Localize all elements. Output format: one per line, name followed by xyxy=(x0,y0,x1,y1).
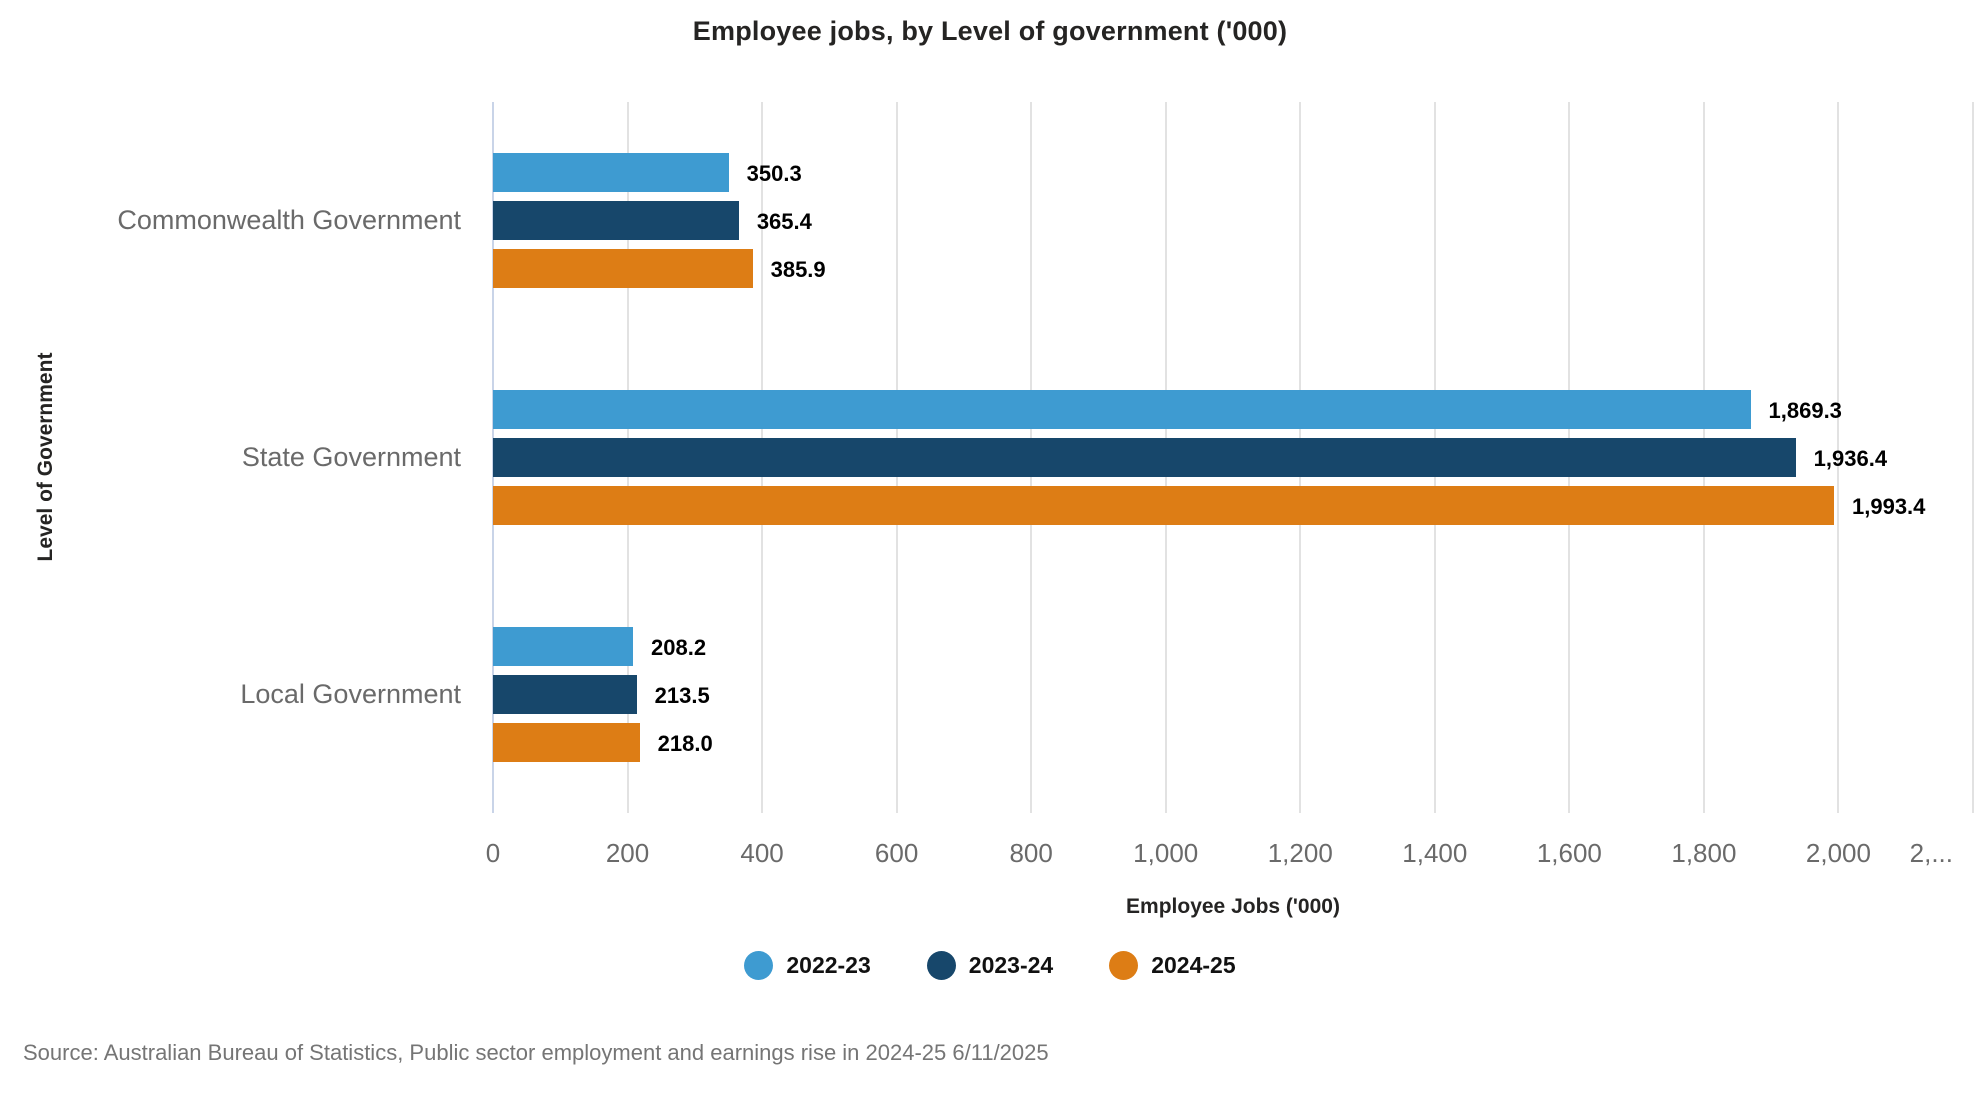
bar-2024-25-local-government[interactable] xyxy=(493,723,640,762)
x-tick-label: 1,400 xyxy=(1402,838,1468,868)
x-tick-label: 1,600 xyxy=(1536,838,1602,868)
x-axis-ticks: 0 200 400 600 800 1,000 1,200 1,400 1,600 1,800 2,… xyxy=(486,838,1973,872)
source-note: Source: Australian Bureau of Statistics,… xyxy=(23,1040,1049,1065)
x-tick-label: 1,200 xyxy=(1267,838,1333,868)
x-tick-label: 1,000 xyxy=(1133,838,1199,868)
legend-label: 2024-25 xyxy=(1151,951,1236,978)
x-tick-label: 800 xyxy=(1009,838,1053,868)
legend-item-2023-24[interactable]: 2023-24 xyxy=(926,950,1054,980)
bar-value-label: 1,993.4 xyxy=(1852,493,1926,519)
bar-2023-24-local-government[interactable] xyxy=(493,675,637,714)
legend-label: 2023-24 xyxy=(968,951,1054,978)
x-tick-label: 200 xyxy=(605,838,650,868)
category-label-state-government: State Government xyxy=(241,441,461,472)
legend-item-2022-23[interactable]: 2022-23 xyxy=(744,950,871,980)
bar-2023-24-commonwealth-government[interactable] xyxy=(493,201,739,240)
chart-title: Employee jobs, by Level of government ('… xyxy=(692,16,1288,46)
legend-swatch-circle-icon xyxy=(744,950,774,980)
bar-2023-24-state-government[interactable] xyxy=(493,438,1796,477)
bar-2022-23-state-government[interactable] xyxy=(493,390,1751,429)
bar-2024-25-commonwealth-government[interactable] xyxy=(493,249,753,288)
x-tick-label: 0 xyxy=(485,838,501,868)
legend: 2022-23 2023-24 2024-25 xyxy=(0,943,1980,987)
category-axis: Commonwealth Government State Government L… xyxy=(0,102,477,813)
x-gridline xyxy=(1972,102,1974,813)
x-tick-label: 2,... xyxy=(1909,838,1953,868)
x-gridline xyxy=(1837,102,1840,813)
bar-value-label: 1,936.4 xyxy=(1813,445,1888,471)
bar-value-label: 385.9 xyxy=(770,256,826,282)
x-tick-label: 1,800 xyxy=(1671,838,1737,868)
bar-value-label: 208.2 xyxy=(651,634,707,660)
x-tick-label: 2,000 xyxy=(1805,838,1871,868)
bar-2022-23-commonwealth-government[interactable] xyxy=(493,153,729,192)
bar-2022-23-local-government[interactable] xyxy=(493,627,634,666)
bar-2024-25-state-government[interactable] xyxy=(493,486,1834,525)
legend-item-2024-25[interactable]: 2024-25 xyxy=(1109,950,1236,980)
plot-area: 350.3 365.4 385.9 1,869.3 1,936.4 1,993.4 208.… xyxy=(492,102,1974,813)
category-label-local-government: Local Government xyxy=(240,678,461,709)
bar-value-label: 1,869.3 xyxy=(1768,397,1842,423)
x-axis-title: Employee Jobs ('000) xyxy=(1126,895,1340,918)
legend-swatch-circle-icon xyxy=(1109,950,1139,980)
x-tick-label: 600 xyxy=(874,838,919,868)
bar-value-label: 350.3 xyxy=(746,160,802,186)
legend-swatch-circle-icon xyxy=(926,950,956,980)
bar-value-label: 213.5 xyxy=(654,682,710,708)
x-tick-label: 400 xyxy=(740,838,784,868)
bar-value-label: 365.4 xyxy=(756,208,812,234)
bar-value-label: 218.0 xyxy=(657,730,713,756)
category-label-commonwealth-government: Commonwealth Government xyxy=(117,204,461,235)
legend-label: 2022-23 xyxy=(786,951,871,978)
